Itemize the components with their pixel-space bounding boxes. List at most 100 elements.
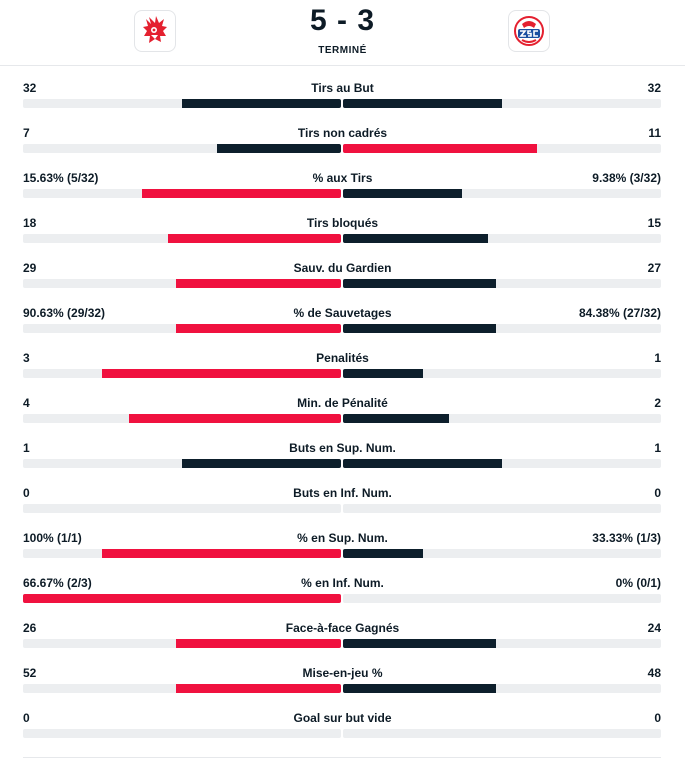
away-stat-value: 0 [654, 711, 661, 725]
away-stat-bar-track [343, 459, 661, 468]
away-stat-value: 11 [648, 126, 661, 140]
away-stat-bar [343, 684, 496, 693]
stats-list: 32 Tirs au But 32 7 Tirs non cadrés 11 15.63% … [0, 79, 685, 754]
away-stat-bar-track [343, 189, 661, 198]
home-stat-bar-track [23, 459, 341, 468]
stat-row: 1 Buts en Sup. Num. 1 [0, 439, 685, 484]
home-stat-value: 4 [23, 396, 30, 410]
stat-label: Buts en Sup. Num. [289, 441, 396, 455]
zsc-lions-crest-icon [514, 16, 544, 46]
away-stat-bar-track [343, 594, 661, 603]
away-stat-bar-track [343, 504, 661, 513]
home-stat-bar-track [23, 504, 341, 513]
away-stat-bar-track [343, 549, 661, 558]
away-stat-bar [343, 144, 537, 153]
away-stat-bar-track [343, 99, 661, 108]
away-team-logo[interactable] [508, 10, 550, 52]
home-stat-value: 32 [23, 81, 37, 95]
away-stat-value: 15 [647, 216, 661, 230]
away-stat-bar [343, 279, 496, 288]
home-stat-bar [102, 369, 341, 378]
stat-row: 66.67% (2/3) % en Inf. Num. 0% (0/1) [0, 574, 685, 619]
away-stat-value: 2 [654, 396, 661, 410]
stat-row: 90.63% (29/32) % de Sauvetages 84.38% (27/… [0, 304, 685, 349]
bottom-divider [23, 757, 661, 758]
away-stat-value: 48 [647, 666, 661, 680]
home-stat-bar-track [23, 549, 341, 558]
home-stat-bar-track [23, 99, 341, 108]
home-team-logo[interactable] [134, 10, 176, 52]
lions-crest-icon [143, 16, 167, 43]
away-stat-value: 1 [654, 351, 661, 365]
home-stat-bar [176, 639, 341, 648]
away-stat-bar-track [343, 324, 661, 333]
away-stat-bar [343, 414, 449, 423]
home-stat-value: 26 [23, 621, 37, 635]
home-stat-value: 0 [23, 486, 30, 500]
home-stat-bar-track [23, 684, 341, 693]
home-stat-bar [168, 234, 341, 243]
home-stat-bar [176, 324, 341, 333]
stat-row: 4 Min. de Pénalité 2 [0, 394, 685, 439]
away-stat-bar [343, 369, 423, 378]
stat-label: % de Sauvetages [293, 306, 392, 320]
home-stat-value: 1 [23, 441, 30, 455]
away-stat-bar-track [343, 234, 661, 243]
home-stat-bar-track [23, 369, 341, 378]
away-stat-bar [343, 549, 423, 558]
home-stat-bar-track [23, 189, 341, 198]
home-stat-value: 52 [23, 666, 37, 680]
away-stat-value: 24 [647, 621, 661, 635]
stat-row: 3 Penalités 1 [0, 349, 685, 394]
home-stat-value: 90.63% (29/32) [23, 306, 106, 320]
away-stat-bar-track [343, 639, 661, 648]
home-stat-bar-track [23, 639, 341, 648]
away-stat-bar-track [343, 144, 661, 153]
home-stat-bar [182, 459, 341, 468]
stat-label: Face-à-face Gagnés [285, 621, 400, 635]
home-stat-value: 29 [23, 261, 37, 275]
stat-row: 29 Sauv. du Gardien 27 [0, 259, 685, 304]
home-stat-value: 3 [23, 351, 30, 365]
away-stat-value: 0% (0/1) [615, 576, 661, 590]
match-header: 5 - 3 TERMINÉ [0, 0, 685, 66]
home-stat-bar-track [23, 144, 341, 153]
home-stat-bar [217, 144, 341, 153]
stat-row: 100% (1/1) % en Sup. Num. 33.33% (1/3) [0, 529, 685, 574]
match-score: 5 - 3 [309, 4, 376, 37]
away-stat-bar-track [343, 369, 661, 378]
away-stat-value: 84.38% (27/32) [578, 306, 661, 320]
stat-label: Tirs non cadrés [297, 126, 388, 140]
away-stat-bar [343, 639, 496, 648]
stat-label: Goal sur but vide [293, 711, 392, 725]
away-stat-bar-track [343, 414, 661, 423]
stat-row: 32 Tirs au But 32 [0, 79, 685, 124]
away-stat-bar-track [343, 684, 661, 693]
home-stat-value: 18 [23, 216, 37, 230]
stat-label: Tirs au But [311, 81, 374, 95]
away-stat-value: 33.33% (1/3) [592, 531, 661, 545]
stat-row: 0 Buts en Inf. Num. 0 [0, 484, 685, 529]
away-stat-bar [343, 99, 502, 108]
home-stat-bar-track [23, 234, 341, 243]
home-stat-bar-track [23, 594, 341, 603]
stat-label: % aux Tirs [312, 171, 373, 185]
home-stat-bar [182, 99, 341, 108]
away-stat-value: 0 [654, 486, 661, 500]
away-stat-bar [343, 459, 502, 468]
stat-label: Tirs bloqués [306, 216, 379, 230]
home-stat-bar [176, 279, 341, 288]
stat-label: Sauv. du Gardien [293, 261, 392, 275]
away-stat-bar-track [343, 279, 661, 288]
home-stat-bar-track [23, 729, 341, 738]
home-stat-value: 7 [23, 126, 30, 140]
home-stat-value: 15.63% (5/32) [23, 171, 99, 185]
home-stat-bar [129, 414, 341, 423]
away-stat-bar [343, 189, 462, 198]
stat-label: Mise-en-jeu % [302, 666, 383, 680]
away-stat-bar [343, 234, 488, 243]
stat-row: 15.63% (5/32) % aux Tirs 9.38% (3/32) [0, 169, 685, 214]
match-status: TERMINÉ [318, 45, 367, 56]
home-stat-bar [176, 684, 341, 693]
stat-row: 18 Tirs bloqués 15 [0, 214, 685, 259]
